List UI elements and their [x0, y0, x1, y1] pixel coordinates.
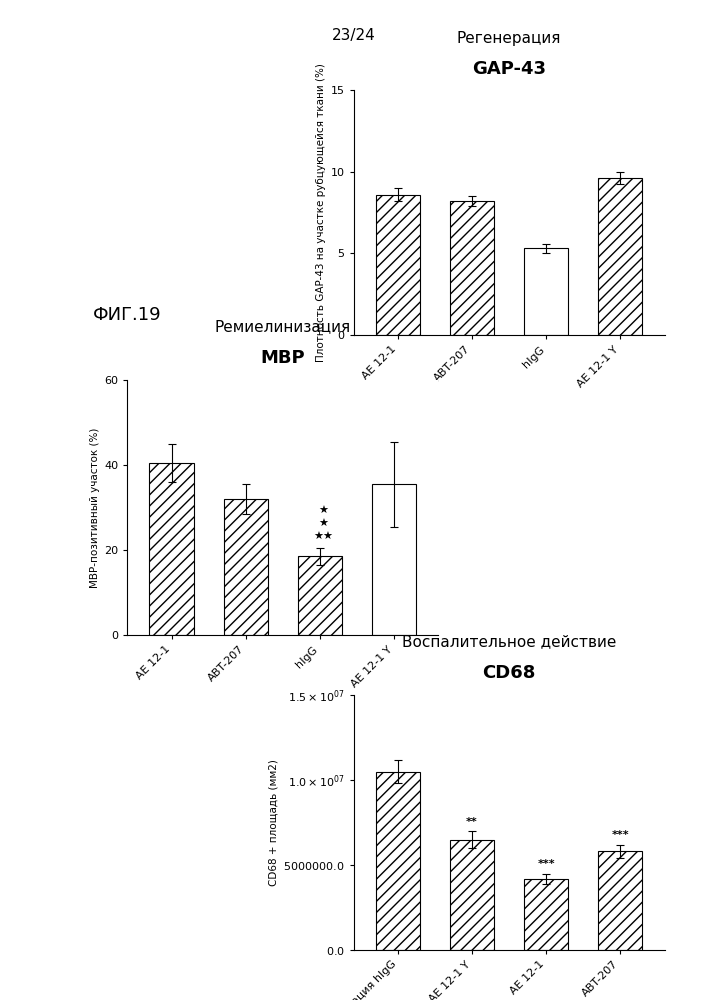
Bar [598, 178, 643, 335]
Bar [223, 499, 268, 635]
Text: ★: ★ [319, 519, 329, 529]
Text: CD68: CD68 [482, 664, 536, 682]
Text: ★: ★ [319, 506, 329, 516]
Text: ***: *** [612, 830, 629, 840]
Bar [450, 840, 494, 950]
Text: 23/24: 23/24 [332, 28, 375, 43]
Text: GAP-43: GAP-43 [472, 60, 546, 78]
Text: ФИГ.19: ФИГ.19 [93, 306, 162, 324]
Text: ***: *** [537, 859, 555, 869]
Bar [372, 484, 416, 635]
Text: Ремиелинизация: Ремиелинизация [215, 319, 351, 334]
Bar [524, 879, 568, 950]
Bar [298, 556, 342, 635]
Bar [450, 201, 494, 335]
Y-axis label: МВР-позитивный участок (%): МВР-позитивный участок (%) [90, 427, 100, 588]
Text: ★★: ★★ [313, 532, 334, 542]
Bar [375, 772, 420, 950]
Bar [598, 851, 643, 950]
Text: Воспалительное действие: Воспалительное действие [402, 634, 617, 649]
Bar [524, 248, 568, 335]
Text: **: ** [466, 817, 478, 827]
Text: МВР: МВР [260, 349, 305, 367]
Bar [149, 463, 194, 635]
Bar [375, 195, 420, 335]
Y-axis label: CD68 + площадь (мм2): CD68 + площадь (мм2) [269, 759, 279, 886]
Text: Регенерация: Регенерация [457, 31, 561, 46]
Y-axis label: Плотность GAP-43 на участке рубцующейся ткани (%): Плотность GAP-43 на участке рубцующейся … [316, 63, 327, 362]
